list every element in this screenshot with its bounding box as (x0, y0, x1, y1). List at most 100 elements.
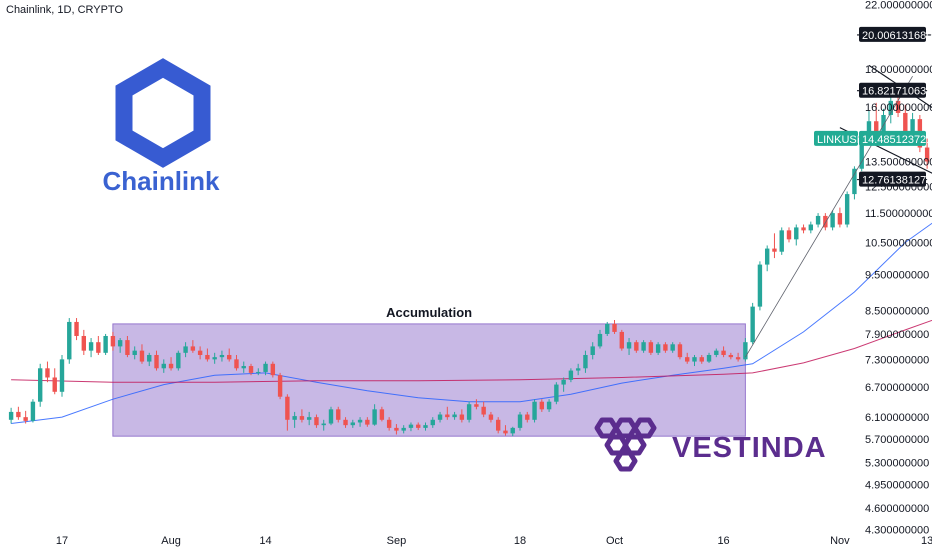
candle-body (30, 401, 36, 421)
candle-body (161, 363, 166, 369)
candle-body (605, 323, 610, 334)
price-tick-label: 4.600000000 (865, 503, 929, 515)
candle (430, 417, 435, 428)
candle-body (888, 100, 893, 115)
candle-body (677, 344, 683, 358)
candle (583, 350, 588, 373)
candle-body (154, 354, 159, 369)
candle-body (357, 419, 363, 423)
time-tick-label: 17 (56, 535, 68, 547)
candle-body (859, 136, 864, 169)
candle-body (815, 215, 821, 225)
candle-body (641, 342, 646, 351)
candle-body (256, 371, 261, 373)
candle (168, 357, 174, 371)
candle-body (706, 354, 712, 362)
candle-body (336, 409, 341, 420)
exchange: CRYPTO (77, 4, 124, 16)
candle-body (714, 350, 719, 355)
candle-body (81, 335, 87, 351)
price-tick-label: 16.000000000 (865, 102, 932, 114)
candle (176, 350, 181, 371)
trend-line (868, 64, 932, 109)
candle-body (103, 335, 108, 353)
price-tick-label: 7.900000000 (865, 329, 929, 341)
candle (132, 346, 137, 360)
candle (532, 399, 537, 423)
candle (292, 411, 297, 428)
candle-body (197, 350, 203, 355)
candle-body (168, 363, 174, 369)
candle-body (205, 354, 210, 360)
candle (212, 352, 217, 364)
candle-body (830, 213, 835, 228)
level-price-tag (859, 171, 926, 187)
candle-body (277, 375, 283, 397)
candle (626, 338, 632, 355)
candle (241, 361, 246, 373)
candle-body (750, 306, 755, 343)
candle-body (299, 416, 305, 420)
candle (219, 350, 225, 362)
candle-body (452, 414, 457, 418)
candle (466, 401, 472, 423)
candle-body (321, 423, 326, 426)
candle-body (241, 366, 246, 369)
price-axis[interactable]: 22.000000000 18.000000000 16.000000000 13.5… (865, 0, 932, 537)
candle (452, 411, 457, 420)
candle (445, 406, 450, 420)
candle (336, 406, 341, 423)
candle (590, 342, 595, 360)
candle (386, 417, 392, 431)
price-tick-label: 7.300000000 (865, 354, 929, 366)
candle-body (328, 409, 334, 424)
price-tick-label: 13.500000000 (865, 157, 932, 169)
candle (343, 417, 348, 428)
candle-body (757, 264, 763, 307)
candle (830, 210, 835, 231)
candle (30, 399, 36, 423)
candle-body (147, 354, 152, 362)
candle-body (728, 354, 734, 358)
candle-body (532, 401, 537, 420)
candle (663, 342, 668, 353)
candle-body (546, 401, 552, 410)
candle-body (234, 359, 239, 369)
candle (88, 338, 94, 358)
time-axis[interactable]: 17Aug14Sep18Oct16Nov13Dec18202 (56, 535, 932, 547)
candle (757, 261, 763, 311)
candle (786, 227, 792, 243)
candle-body (837, 213, 843, 225)
candle (365, 417, 370, 427)
price-tick-label: 18.000000000 (865, 64, 932, 76)
candle (685, 352, 690, 364)
candle-body (227, 354, 232, 360)
candle (568, 368, 574, 383)
candle-body (764, 248, 770, 265)
candle-body (292, 416, 297, 420)
time-tick-label: Sep (387, 535, 407, 547)
level-price-tag-label: 20.006131680 (862, 30, 932, 42)
chainlink-logo: Chainlink (102, 58, 220, 196)
candle (750, 302, 755, 345)
candle-body (343, 419, 348, 426)
candle-body (16, 411, 21, 418)
candle-body (866, 121, 872, 137)
moving-averages-group (11, 222, 932, 424)
candle-body (772, 248, 777, 252)
candle (37, 363, 43, 407)
candle (401, 425, 406, 434)
candle-body (583, 354, 588, 369)
candle-body (670, 344, 675, 351)
candle-body (176, 352, 181, 369)
candle (117, 338, 123, 353)
candle (183, 342, 188, 358)
candle (190, 340, 196, 353)
candle (110, 331, 116, 351)
candle-body (430, 419, 435, 426)
candle (314, 414, 319, 428)
price-tick-label: 4.300000000 (865, 525, 929, 537)
candle-body (539, 401, 545, 410)
candle-body (488, 414, 494, 420)
